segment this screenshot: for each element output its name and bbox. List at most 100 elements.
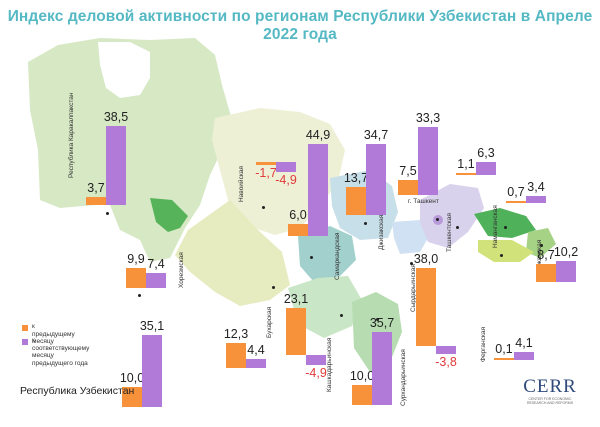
value-label-year-1: 7,4 (147, 256, 165, 271)
value-label-prev-10: 1,1 (457, 156, 475, 171)
value-label-prev-1: 9,9 (127, 251, 145, 266)
bar-year-6 (366, 143, 386, 215)
value-label-prev-12: 8,7 (537, 248, 555, 263)
value-label-year-7: 35,7 (369, 315, 395, 330)
region-label-tashkent-city: г. Ташкент (408, 198, 439, 205)
value-label-year-8: -3,8 (435, 354, 457, 369)
national-label: Республика Узбекистан (20, 385, 135, 397)
map-region-syrdarya (392, 220, 428, 254)
value-label-prev-13: 0,1 (495, 342, 513, 356)
logo-subtitle: CENTER FOR ECONOMIC RESEARCH AND REFORMS (526, 397, 574, 405)
bar-year-11 (526, 196, 546, 203)
bar-prev-7 (352, 384, 372, 405)
region-label-tashkent: Ташкентская (446, 213, 453, 252)
leader-dot-13 (500, 254, 503, 257)
bar-prev-0 (86, 197, 106, 205)
value-label-prev-2: -1,7 (255, 166, 277, 181)
value-label-year-13: 4,1 (515, 335, 533, 350)
bar-prev-6 (346, 186, 366, 215)
bar-prev-12 (536, 264, 556, 282)
value-label-prev-0: 3,7 (87, 181, 105, 196)
region-label-bukhara: Бухарская (266, 306, 273, 338)
leader-dot-1 (138, 294, 141, 297)
value-label-prev-14: 10,0 (119, 370, 145, 385)
chart-title: Индекс деловой активности по регионам Ре… (7, 8, 593, 43)
bar-prev-1 (126, 267, 146, 288)
value-label-year-10: 6,3 (477, 146, 495, 161)
map-region-khorezm (150, 198, 188, 232)
map-region-bukhara (175, 200, 290, 306)
bar-year-14 (142, 335, 162, 407)
bar-year-10 (476, 162, 496, 175)
bar-prev-14 (122, 386, 142, 407)
bar-year-1 (146, 272, 166, 288)
bar-prev-9 (398, 179, 418, 195)
bar-year-3 (246, 358, 266, 368)
map-region-karakalpakstan (28, 38, 232, 262)
bar-prev-2 (256, 162, 276, 166)
legend-label-prev: к предыдущему месяцу (32, 323, 75, 345)
value-label-year-9: 33,3 (415, 110, 441, 125)
map-region-fergana (478, 240, 534, 262)
bar-prev-10 (456, 172, 476, 175)
region-label-khorezm: Хорезмская (178, 252, 185, 288)
leader-dot-5 (310, 256, 313, 259)
value-label-prev-8: 38,0 (413, 252, 439, 267)
value-label-prev-3: 12,3 (223, 326, 249, 341)
logo-text: CERR (523, 376, 577, 397)
region-label-fergana: Ферганская (480, 327, 487, 362)
map-region-samarkand (298, 226, 356, 282)
value-label-year-14: 35,1 (139, 319, 165, 334)
map-region-kashkadarya (288, 276, 362, 338)
leader-dot-10 (456, 226, 459, 229)
value-label-prev-7: 10,0 (349, 368, 375, 383)
region-label-samarkand: Самаркандская (334, 232, 341, 280)
leader-dot-4 (340, 314, 343, 317)
aral-sea (98, 42, 150, 98)
map-region-andijan (526, 228, 556, 258)
value-label-year-4: -4,9 (305, 366, 327, 381)
region-label-kashkadarya: Кашкадарьинская (326, 337, 333, 392)
value-label-prev-11: 0,7 (507, 185, 525, 199)
value-label-prev-4: 23,1 (283, 291, 309, 306)
value-label-year-5: 44,9 (305, 127, 331, 142)
value-label-prev-5: 6,0 (289, 207, 307, 222)
leader-dot-0 (106, 212, 109, 215)
leader-dot-3 (272, 286, 275, 289)
leader-dot-9 (436, 218, 439, 221)
value-label-year-2: -4,9 (275, 173, 297, 188)
value-label-prev-6: 13,7 (343, 170, 369, 185)
bar-year-4 (306, 355, 326, 366)
value-label-year-3: 4,4 (247, 342, 265, 357)
bar-year-8 (436, 346, 456, 354)
legend-swatch-prev (22, 325, 28, 331)
value-label-prev-9: 7,5 (399, 163, 417, 178)
leader-dot-12 (540, 244, 543, 247)
region-label-namangan: Наманганская (492, 205, 499, 248)
leader-dot-6 (364, 222, 367, 225)
bar-year-5 (308, 143, 328, 236)
bar-prev-3 (226, 342, 246, 368)
bar-prev-4 (286, 307, 306, 355)
value-label-year-6: 34,7 (363, 127, 389, 142)
leader-dot-7 (376, 318, 379, 321)
cerr-logo: CERR CENTER FOR ECONOMIC RESEARCH AND RE… (520, 376, 580, 405)
bar-prev-5 (288, 223, 308, 236)
bar-prev-13 (494, 358, 514, 360)
region-label-surkhandarya: Сурхандарьинская (400, 349, 407, 406)
value-label-year-12: 10,2 (553, 245, 579, 260)
region-label-navoi: Навоийская (238, 166, 245, 202)
map-region-namangan (474, 208, 536, 238)
bar-year-12 (556, 261, 576, 282)
bar-prev-8 (416, 268, 436, 346)
leader-dot-8 (410, 262, 413, 265)
region-label-jizzakh: Джизакская (378, 214, 385, 250)
bar-year-9 (418, 126, 438, 195)
legend-swatch-year (22, 339, 28, 345)
bar-year-2 (276, 162, 296, 173)
legend-label-year: к соответствующему месяцу предыдущего го… (32, 337, 90, 367)
leader-dot-11 (504, 226, 507, 229)
value-label-year-0: 38,5 (103, 110, 129, 125)
map-region-tashkent (420, 184, 484, 248)
